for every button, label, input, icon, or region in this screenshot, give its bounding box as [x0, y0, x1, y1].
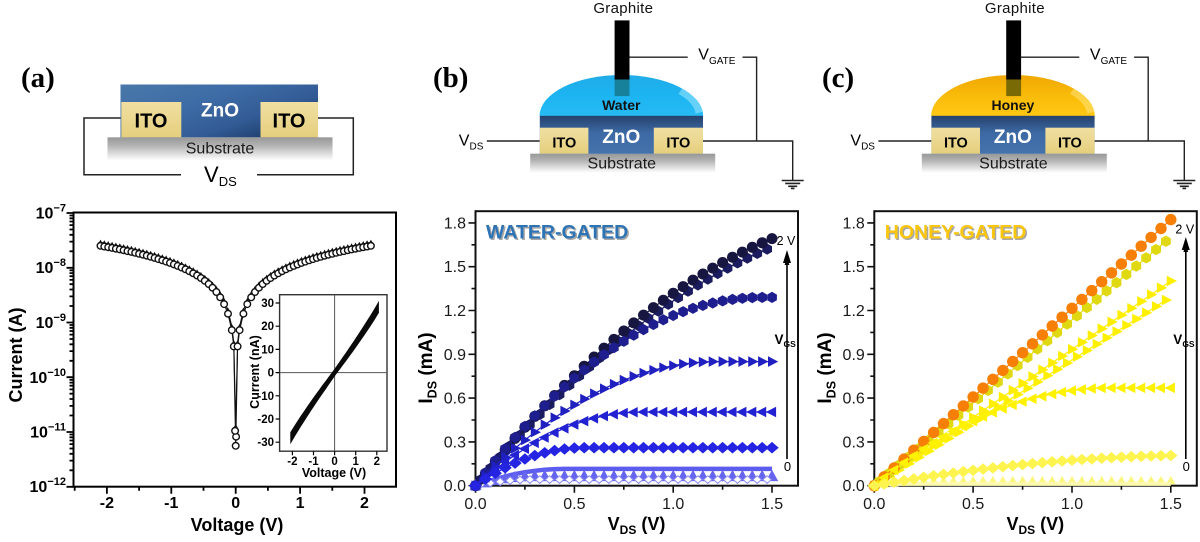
- svg-text:30: 30: [261, 298, 274, 310]
- svg-text:-2: -2: [287, 456, 297, 468]
- svg-text:2: 2: [360, 495, 369, 512]
- svg-text:1.0: 1.0: [662, 496, 684, 513]
- svg-text:(c): (c): [822, 62, 854, 94]
- svg-text:0: 0: [268, 368, 274, 380]
- svg-text:VGS: VGS: [775, 332, 797, 349]
- svg-text:1.0: 1.0: [1061, 496, 1083, 513]
- svg-text:1.2: 1.2: [444, 303, 466, 320]
- svg-text:Honey: Honey: [992, 97, 1035, 113]
- svg-text:20: 20: [261, 321, 274, 333]
- svg-text:-1: -1: [308, 456, 319, 468]
- svg-text:0.3: 0.3: [444, 434, 466, 451]
- svg-text:0: 0: [1183, 459, 1190, 474]
- svg-text:VGATE: VGATE: [1090, 47, 1127, 68]
- svg-text:0: 0: [784, 459, 791, 474]
- svg-text:0.6: 0.6: [444, 391, 466, 408]
- svg-text:1.5: 1.5: [843, 259, 865, 276]
- svg-text:0.5: 0.5: [962, 496, 984, 513]
- svg-text:VGATE: VGATE: [698, 47, 735, 68]
- svg-text:-1: -1: [164, 495, 178, 512]
- svg-text:-10: -10: [257, 391, 274, 403]
- svg-text:ZnO: ZnO: [994, 127, 1032, 148]
- svg-text:HONEY-GATED: HONEY-GATED: [886, 223, 1028, 245]
- svg-text:VDS: VDS: [204, 162, 237, 189]
- svg-text:2: 2: [374, 456, 380, 468]
- svg-text:-2: -2: [100, 495, 114, 512]
- svg-text:10−11: 10−11: [30, 422, 66, 442]
- svg-text:WATER-GATED: WATER-GATED: [488, 223, 630, 245]
- svg-text:VDS (V): VDS (V): [608, 514, 666, 537]
- svg-text:0.6: 0.6: [843, 391, 865, 408]
- svg-text:VDS: VDS: [459, 133, 484, 153]
- svg-text:2 V: 2 V: [777, 234, 796, 248]
- svg-text:0.0: 0.0: [444, 478, 466, 495]
- svg-text:Current (nA): Current (nA): [248, 335, 262, 409]
- svg-text:0.9: 0.9: [444, 347, 466, 364]
- svg-text:1: 1: [296, 495, 305, 512]
- svg-text:Substrate: Substrate: [979, 156, 1048, 173]
- svg-text:0: 0: [231, 495, 240, 512]
- svg-text:10−7: 10−7: [36, 203, 66, 223]
- svg-text:1.5: 1.5: [444, 259, 466, 276]
- svg-text:10−8: 10−8: [36, 257, 66, 277]
- svg-text:ITO: ITO: [135, 111, 168, 133]
- svg-text:1: 1: [352, 456, 359, 468]
- svg-text:1.8: 1.8: [444, 215, 466, 232]
- svg-text:0.0: 0.0: [863, 496, 885, 513]
- svg-text:Graphite: Graphite: [985, 0, 1045, 17]
- svg-text:Substrate: Substrate: [186, 141, 255, 158]
- svg-text:-30: -30: [257, 437, 274, 449]
- svg-text:10: 10: [261, 344, 274, 356]
- svg-text:(b): (b): [433, 62, 468, 94]
- svg-text:VDS: VDS: [850, 133, 875, 153]
- svg-text:Substrate: Substrate: [588, 156, 657, 173]
- svg-text:Current (A): Current (A): [6, 308, 26, 403]
- svg-text:1.5: 1.5: [761, 496, 783, 513]
- svg-text:0: 0: [331, 456, 337, 468]
- svg-text:ZnO: ZnO: [602, 127, 640, 148]
- svg-text:0.9: 0.9: [843, 347, 865, 364]
- svg-text:ZnO: ZnO: [201, 101, 239, 122]
- svg-text:ITO: ITO: [1058, 136, 1082, 152]
- svg-text:Voltage (V): Voltage (V): [191, 515, 284, 535]
- svg-text:1.2: 1.2: [843, 303, 865, 320]
- svg-text:HONEY-GATED: HONEY-GATED: [885, 222, 1027, 244]
- svg-text:0.0: 0.0: [843, 478, 865, 495]
- svg-text:0.0: 0.0: [464, 496, 486, 513]
- svg-text:WATER-GATED: WATER-GATED: [486, 222, 628, 244]
- svg-text:2 V: 2 V: [1175, 223, 1194, 237]
- svg-text:10−10: 10−10: [30, 367, 66, 387]
- svg-text:Voltage (V): Voltage (V): [302, 466, 366, 480]
- svg-text:(a): (a): [21, 62, 55, 94]
- svg-text:-20: -20: [257, 414, 274, 426]
- svg-text:ITO: ITO: [666, 136, 690, 152]
- svg-text:ITO: ITO: [944, 136, 968, 152]
- svg-text:IDS (mA): IDS (mA): [815, 332, 839, 403]
- svg-text:IDS (mA): IDS (mA): [416, 332, 440, 403]
- svg-text:ITO: ITO: [273, 111, 306, 133]
- svg-text:0.3: 0.3: [843, 434, 865, 451]
- svg-text:1.8: 1.8: [843, 215, 865, 232]
- svg-text:VDS (V): VDS (V): [1006, 514, 1064, 537]
- svg-text:Graphite: Graphite: [593, 0, 653, 17]
- svg-text:Water: Water: [602, 97, 641, 113]
- svg-text:ITO: ITO: [552, 136, 576, 152]
- svg-text:VGS: VGS: [1173, 332, 1195, 349]
- svg-text:1.5: 1.5: [1160, 496, 1182, 513]
- svg-text:10−12: 10−12: [30, 476, 66, 496]
- svg-text:0.5: 0.5: [563, 496, 585, 513]
- svg-text:10−9: 10−9: [36, 312, 66, 332]
